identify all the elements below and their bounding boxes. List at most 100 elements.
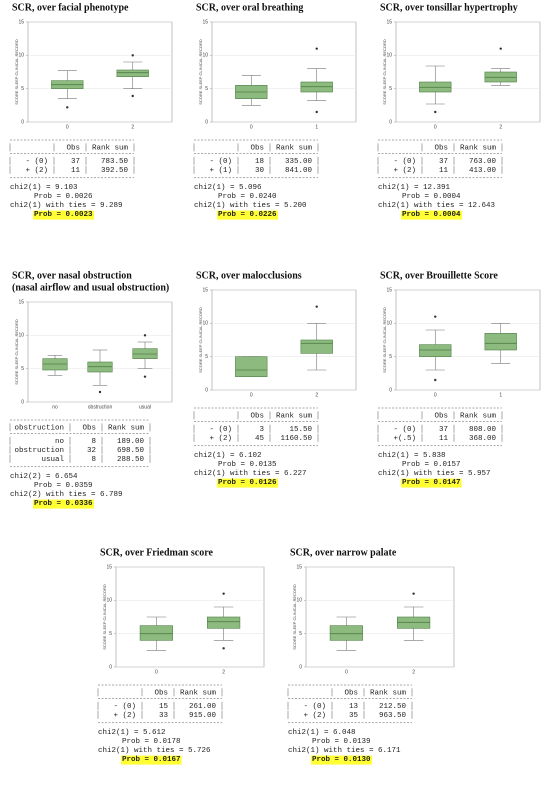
y-tick-label: 10 xyxy=(18,53,24,59)
stat-line: Prob = 0.0026 xyxy=(34,193,93,201)
table-cell: 11 xyxy=(439,435,449,443)
y-tick-label: 15 xyxy=(202,287,208,293)
x-tick-label: no xyxy=(52,404,58,410)
table-cell: 37 xyxy=(439,158,448,166)
stat-line: Prob = 0.0135 xyxy=(218,461,277,469)
table-cell: 15 xyxy=(159,703,169,711)
outlier xyxy=(66,106,69,109)
stat-line: chi2(1) = 5.096 xyxy=(194,184,262,192)
panel-title: SCR, over nasal obstruction xyxy=(12,270,132,281)
table-cell: 288.50 xyxy=(117,456,145,464)
table-cell: - (0) xyxy=(113,703,136,711)
table-header: Rank sum xyxy=(460,144,497,152)
outlier xyxy=(131,54,134,57)
highlight xyxy=(311,755,373,765)
table-cell: 841.00 xyxy=(285,167,313,175)
y-axis-label: SCORE SLEEP CLINICAL RECORD xyxy=(198,39,203,105)
box xyxy=(235,356,268,377)
stat-line: chi2(1) = 12.391 xyxy=(378,184,451,192)
y-tick-label: 5 xyxy=(389,86,392,92)
stat-line: chi2(2) with ties = 6.789 xyxy=(10,491,123,499)
outlier xyxy=(315,110,318,114)
y-tick-label: 10 xyxy=(386,321,392,327)
panel-title: SCR, over narrow palate xyxy=(290,547,397,558)
box xyxy=(484,333,517,351)
stat-line: Prob = 0.0004 xyxy=(402,193,461,201)
table-header: Rank sum xyxy=(108,424,145,432)
x-tick-label: usual xyxy=(139,404,151,410)
stat-line: chi2(1) with ties = 6.227 xyxy=(194,470,307,478)
highlighted-stat: Prob = 0.0004 xyxy=(402,211,461,219)
highlighted-stat: Prob = 0.0130 xyxy=(312,756,371,764)
y-axis-label: SCORE SLEEP CLINICAL RECORD xyxy=(292,584,297,650)
panel-title: SCR, over facial phenotype xyxy=(12,2,129,13)
x-tick-label: 1 xyxy=(315,124,318,130)
y-axis-label: SCORE SLEEP CLINICAL RECORD xyxy=(14,319,19,385)
x-tick-label: 0 xyxy=(250,392,253,398)
table-header: Rank sum xyxy=(276,144,313,152)
stat-line: chi2(1) with ties = 5.726 xyxy=(98,747,211,755)
table-cell: obstruction xyxy=(14,447,64,455)
plot-frame xyxy=(211,21,357,123)
highlight xyxy=(217,210,279,220)
y-axis-label: SCORE SLEEP CLINICAL RECORD xyxy=(382,307,387,373)
table-cell: 3 xyxy=(259,426,264,434)
x-tick-label: 0 xyxy=(155,669,158,675)
stat-line: chi2(2) = 6.654 xyxy=(10,473,78,481)
table-cell: + (2) xyxy=(25,167,48,175)
table-cell: no xyxy=(55,438,65,446)
stat-line: Prob = 0.0139 xyxy=(312,738,371,746)
highlight xyxy=(217,478,279,488)
x-tick-label: 1 xyxy=(499,392,502,398)
highlighted-stat: Prob = 0.0336 xyxy=(34,500,93,508)
y-tick-label: 5 xyxy=(205,354,208,360)
table-header: Obs xyxy=(250,144,264,152)
table-cell: +(.5) xyxy=(393,435,416,443)
plot-frame xyxy=(305,566,455,668)
table-cell: + (2) xyxy=(113,712,136,720)
y-tick-label: 0 xyxy=(389,387,392,393)
table-cell: 13 xyxy=(349,703,359,711)
table-cell: 261.00 xyxy=(189,703,217,711)
table-cell: - (0) xyxy=(393,426,416,434)
outlier xyxy=(143,375,147,378)
table-header: Rank sum xyxy=(92,144,129,152)
table-cell: 37 xyxy=(71,158,80,166)
table-header: Obs xyxy=(66,144,80,152)
outlier xyxy=(143,334,147,337)
y-axis-label: SCORE SLEEP CLINICAL RECORD xyxy=(382,39,387,105)
table-cell: + (2) xyxy=(303,712,326,720)
highlighted-stat: Prob = 0.0147 xyxy=(402,479,461,487)
outlier xyxy=(434,378,437,382)
table-cell: 11 xyxy=(71,167,81,175)
table-cell: - (0) xyxy=(25,158,48,166)
table-cell: 35 xyxy=(349,712,359,720)
outlier xyxy=(315,305,318,308)
outlier xyxy=(131,94,134,98)
stat-line: chi2(1) with ties = 6.171 xyxy=(288,747,401,755)
y-tick-label: 0 xyxy=(205,387,208,393)
stat-line: chi2(1) with ties = 5.200 xyxy=(194,202,307,210)
y-tick-label: 0 xyxy=(299,664,302,670)
outlier xyxy=(315,47,318,50)
table-cell: 392.50 xyxy=(101,167,129,175)
y-axis-label: SCORE SLEEP CLINICAL RECORD xyxy=(14,39,19,105)
table-cell: 37 xyxy=(439,426,448,434)
panel-title: SCR, over Friedman score xyxy=(100,547,214,558)
table-cell: usual xyxy=(41,456,64,464)
stat-line: chi2(1) with ties = 9.289 xyxy=(10,202,123,210)
table-cell: - (0) xyxy=(209,158,232,166)
table-header: Obs xyxy=(434,144,448,152)
y-tick-label: 10 xyxy=(202,321,208,327)
stat-line: chi2(1) with ties = 5.957 xyxy=(378,470,491,478)
stat-line: chi2(1) = 6.048 xyxy=(288,729,356,737)
plot-frame xyxy=(115,566,265,668)
stat-line: Prob = 0.0157 xyxy=(402,461,461,469)
x-tick-label: 0 xyxy=(434,124,437,130)
stat-line: Prob = 0.0359 xyxy=(34,482,93,490)
stat-line: Prob = 0.0240 xyxy=(218,193,277,201)
table-cell: 8 xyxy=(91,456,96,464)
y-tick-label: 5 xyxy=(389,354,392,360)
table-cell: 212.50 xyxy=(379,703,407,711)
